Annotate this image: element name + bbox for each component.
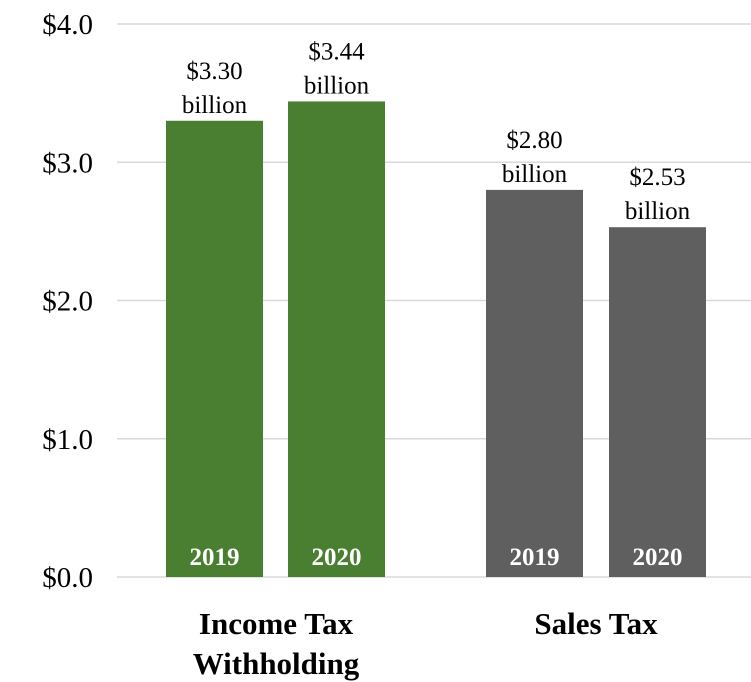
bar bbox=[609, 227, 706, 578]
x-category-label: Sales Tax bbox=[534, 606, 658, 641]
y-tick-label: $4.0 bbox=[42, 9, 93, 41]
bar bbox=[486, 189, 583, 577]
data-label: $2.53 billion bbox=[625, 164, 691, 225]
y-tick-label: $0.0 bbox=[42, 562, 93, 594]
bars bbox=[166, 101, 706, 578]
bar-year-label: 2019 bbox=[510, 544, 560, 571]
data-label: $3.44 billion bbox=[304, 38, 370, 99]
bar bbox=[166, 120, 263, 578]
y-tick-label: $3.0 bbox=[42, 147, 93, 179]
bar-year-label: 2020 bbox=[312, 544, 362, 571]
x-category-label: Income Tax Withholding bbox=[193, 606, 360, 681]
data-label: $2.80 billion bbox=[502, 127, 568, 188]
y-tick-label: $2.0 bbox=[42, 286, 93, 318]
bar bbox=[288, 101, 385, 578]
y-tick-label: $1.0 bbox=[42, 424, 93, 456]
data-label: $3.30 billion bbox=[182, 58, 248, 119]
labels: $3.30 billion 2019 $3.44 billion 2020 $2.80 bil… bbox=[182, 38, 691, 571]
y-axis: $0.0 $1.0 $2.0 $3.0 $4.0 bbox=[42, 9, 93, 594]
bar-year-label: 2019 bbox=[190, 544, 240, 571]
x-axis: Income Tax Withholding Sales Tax bbox=[193, 606, 658, 681]
bar-year-label: 2020 bbox=[633, 544, 683, 571]
